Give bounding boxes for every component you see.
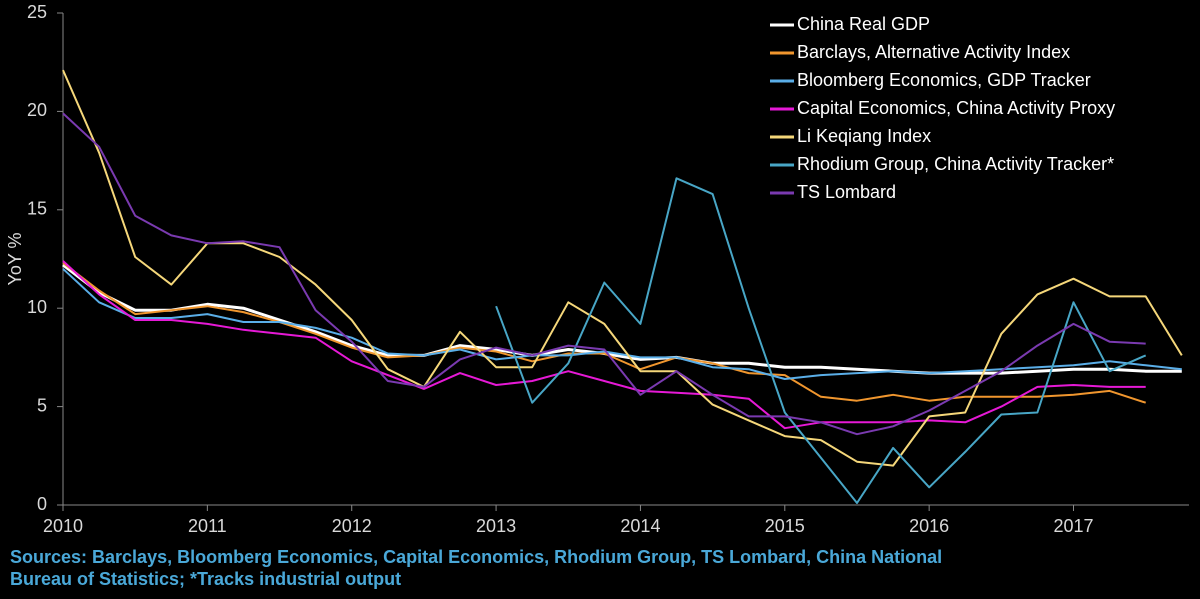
x-tick-label: 2014 [620, 516, 660, 536]
series-line [62, 268, 1182, 380]
series-line [62, 112, 1146, 436]
legend-label: Rhodium Group, China Activity Tracker* [797, 154, 1114, 174]
legend-label: China Real GDP [797, 14, 930, 34]
series-line [495, 177, 1147, 504]
series-line [62, 69, 1183, 467]
y-tick-label: 25 [27, 2, 47, 22]
y-tick-label: 20 [27, 100, 47, 120]
series-line [62, 263, 1182, 375]
legend-label: Capital Economics, China Activity Proxy [797, 98, 1115, 118]
series-line [62, 262, 1147, 404]
x-tick-label: 2012 [332, 516, 372, 536]
x-tick-label: 2015 [765, 516, 805, 536]
x-tick-label: 2010 [43, 516, 83, 536]
series-line [62, 260, 1146, 430]
y-tick-label: 10 [27, 297, 47, 317]
y-tick-label: 0 [37, 494, 47, 514]
legend-label: Barclays, Alternative Activity Index [797, 42, 1070, 62]
legend-label: TS Lombard [797, 182, 896, 202]
legend-label: Bloomberg Economics, GDP Tracker [797, 70, 1091, 90]
source-note: Bureau of Statistics; *Tracks industrial… [10, 569, 401, 589]
x-tick-label: 2017 [1053, 516, 1093, 536]
x-tick-label: 2016 [909, 516, 949, 536]
x-tick-label: 2011 [188, 516, 227, 536]
legend-label: Li Keqiang Index [797, 126, 931, 146]
source-note: Sources: Barclays, Bloomberg Economics, … [10, 547, 942, 567]
y-tick-label: 5 [37, 395, 47, 415]
x-tick-label: 2013 [476, 516, 516, 536]
y-axis-label: YoY % [5, 232, 25, 285]
y-tick-label: 15 [27, 199, 47, 219]
